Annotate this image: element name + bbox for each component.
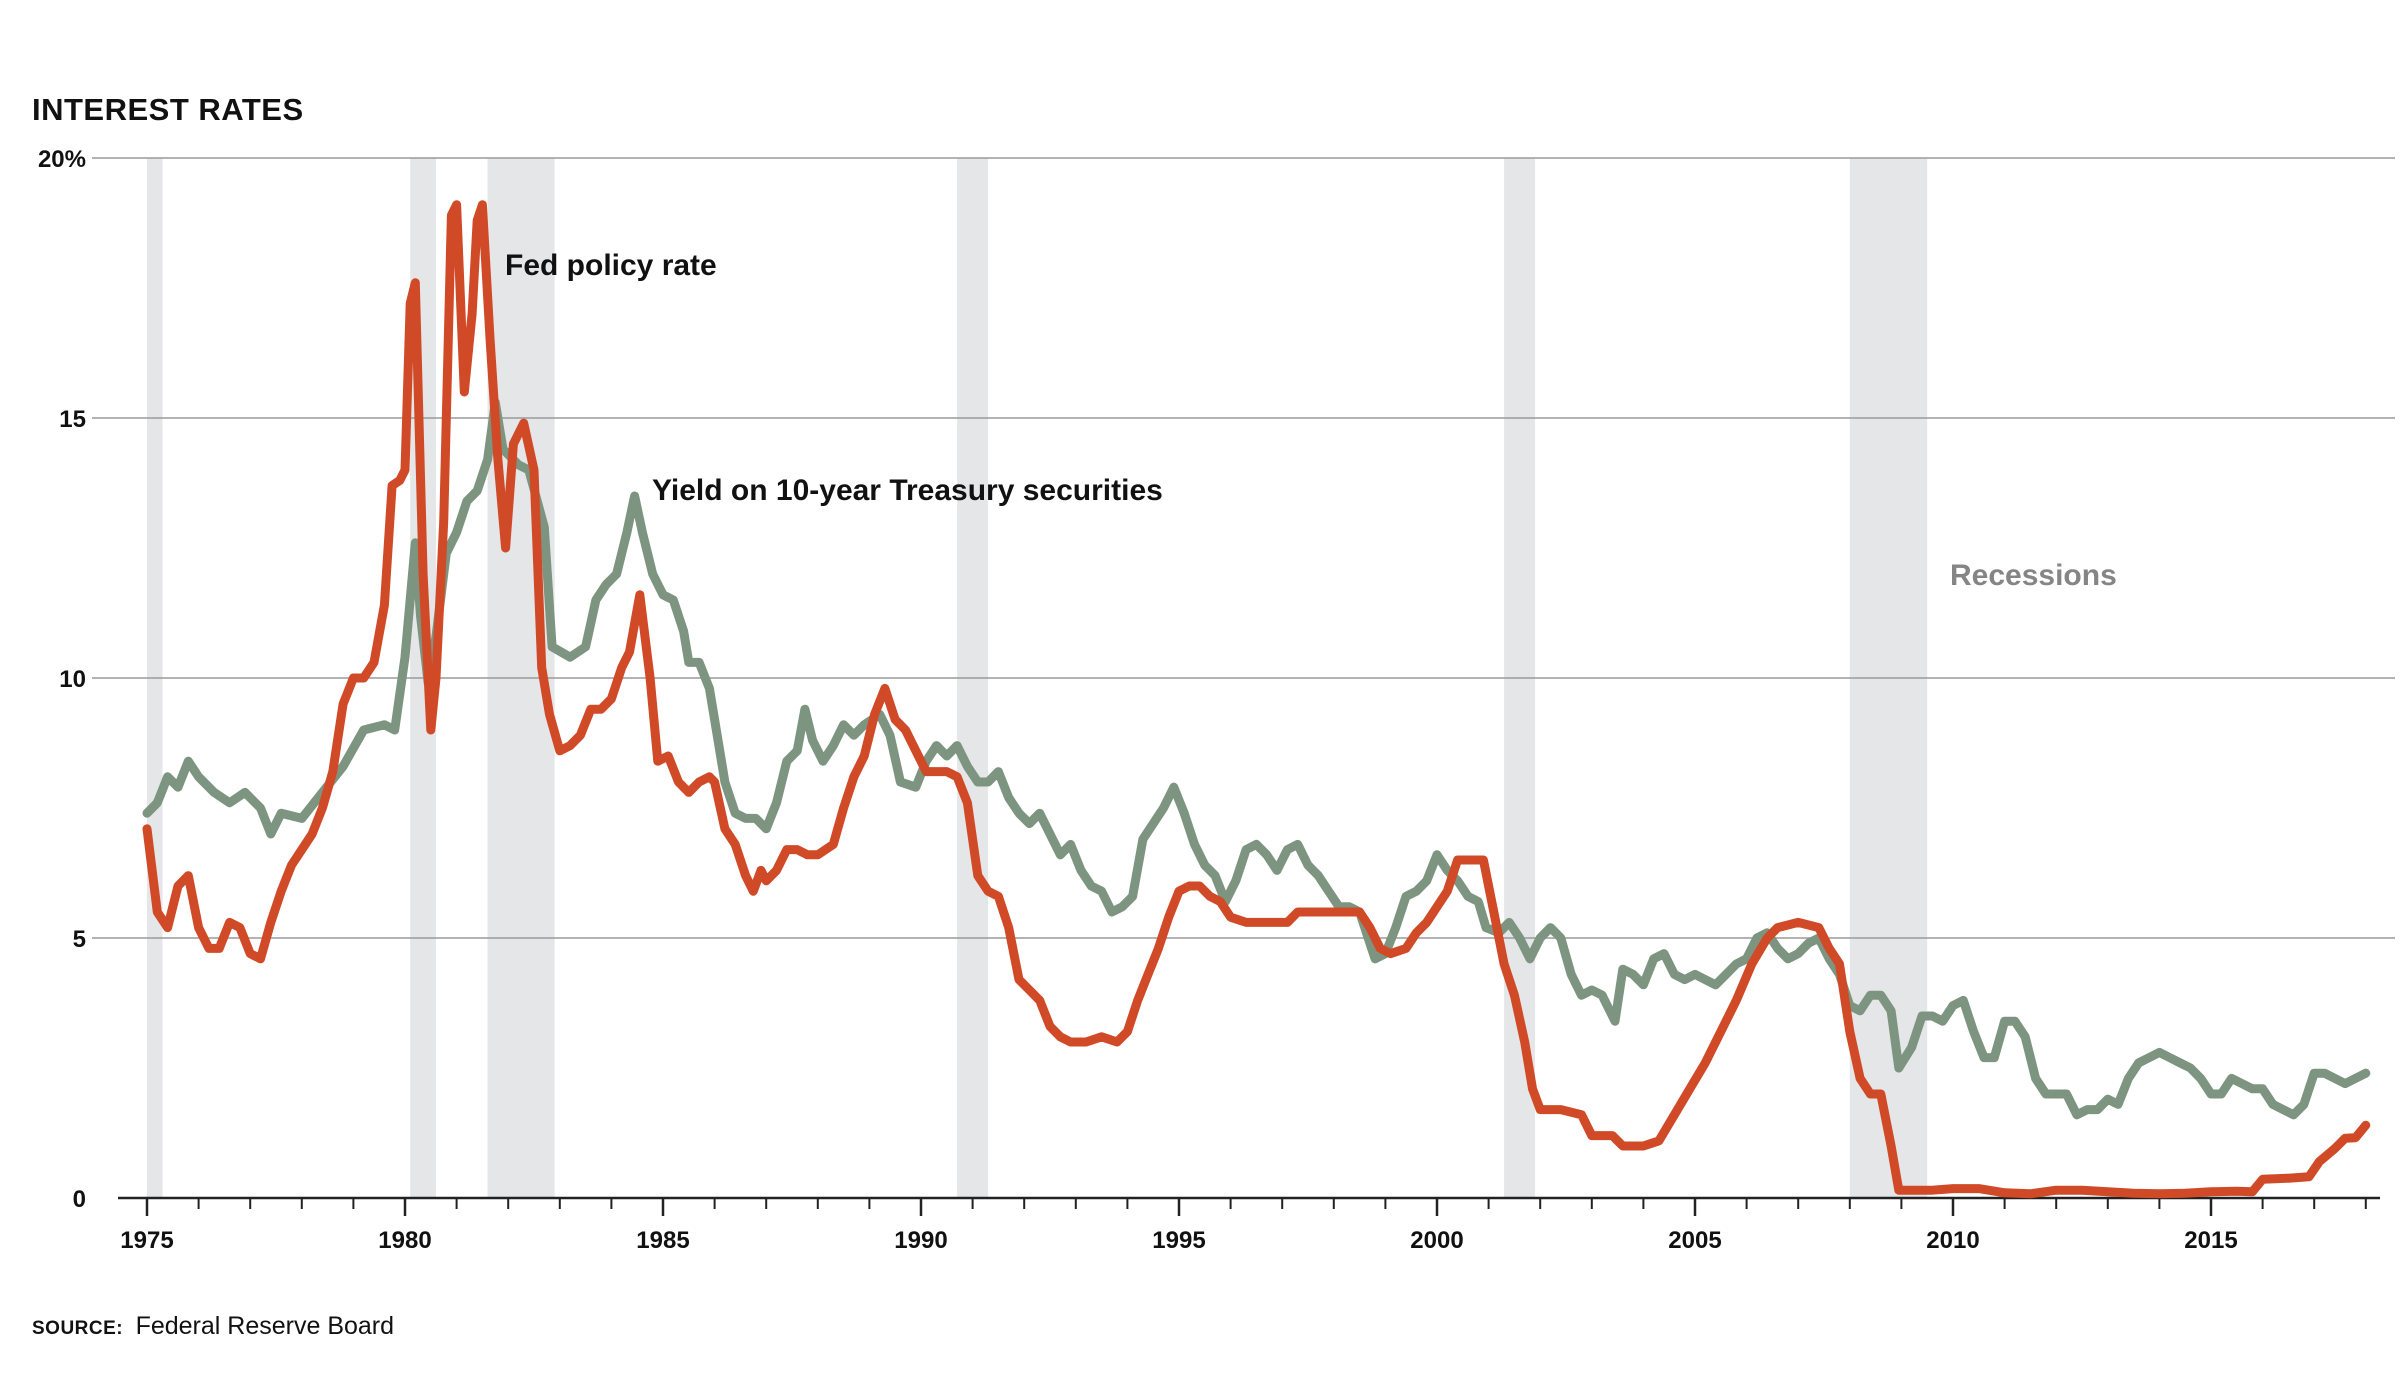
source-label: SOURCE:	[32, 1318, 123, 1339]
y-axis-tick-labels: 0 5 10 15 20%	[38, 146, 86, 1213]
x-tick-label-1975: 1975	[120, 1227, 173, 1254]
y-tick-label-15: 15	[59, 406, 86, 433]
y-tick-label-0: 0	[73, 1186, 86, 1213]
x-axis: 1975 1980 1985 1990 1995 2000 2005 2010 2015	[118, 1196, 2380, 1254]
x-tick-label-2015: 2015	[2184, 1227, 2237, 1254]
chart-title: INTEREST RATES	[32, 92, 304, 127]
y-tick-label-10: 10	[59, 666, 86, 693]
x-tick-label-1990: 1990	[894, 1227, 947, 1254]
x-tick-label-2000: 2000	[1410, 1227, 1463, 1254]
series-label-fed-policy-rate: Fed policy rate	[505, 249, 717, 282]
gridlines	[92, 157, 2395, 939]
chart-source: SOURCE: Federal Reserve Board	[32, 1312, 394, 1340]
source-text: Federal Reserve Board	[136, 1312, 394, 1340]
x-tick-label-1995: 1995	[1152, 1227, 1205, 1254]
x-tick-label-2010: 2010	[1926, 1227, 1979, 1254]
y-tick-label-5: 5	[73, 926, 86, 953]
recessions-label: Recessions	[1950, 559, 2117, 592]
x-tick-label-1980: 1980	[378, 1227, 431, 1254]
series-line-fed-policy-rate	[142, 200, 2371, 1199]
x-tick-label-1985: 1985	[636, 1227, 689, 1254]
series-line-10-year-treasury	[142, 397, 2371, 1120]
series-label-10-year-treasury: Yield on 10-year Treasury securities	[652, 474, 1163, 507]
x-tick-label-2005: 2005	[1668, 1227, 1721, 1254]
series-lines	[142, 200, 2371, 1199]
y-tick-label-20: 20%	[38, 146, 86, 173]
